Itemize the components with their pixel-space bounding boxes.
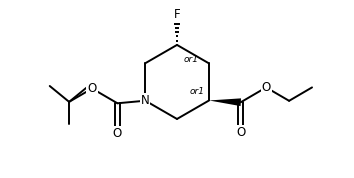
Text: O: O <box>262 81 271 94</box>
Text: N: N <box>141 94 149 107</box>
Text: or1: or1 <box>183 55 198 64</box>
Text: O: O <box>87 82 97 95</box>
Text: O: O <box>236 126 245 139</box>
Text: O: O <box>113 127 122 140</box>
Text: F: F <box>174 8 180 22</box>
Polygon shape <box>209 98 241 106</box>
Text: or1: or1 <box>190 87 205 96</box>
